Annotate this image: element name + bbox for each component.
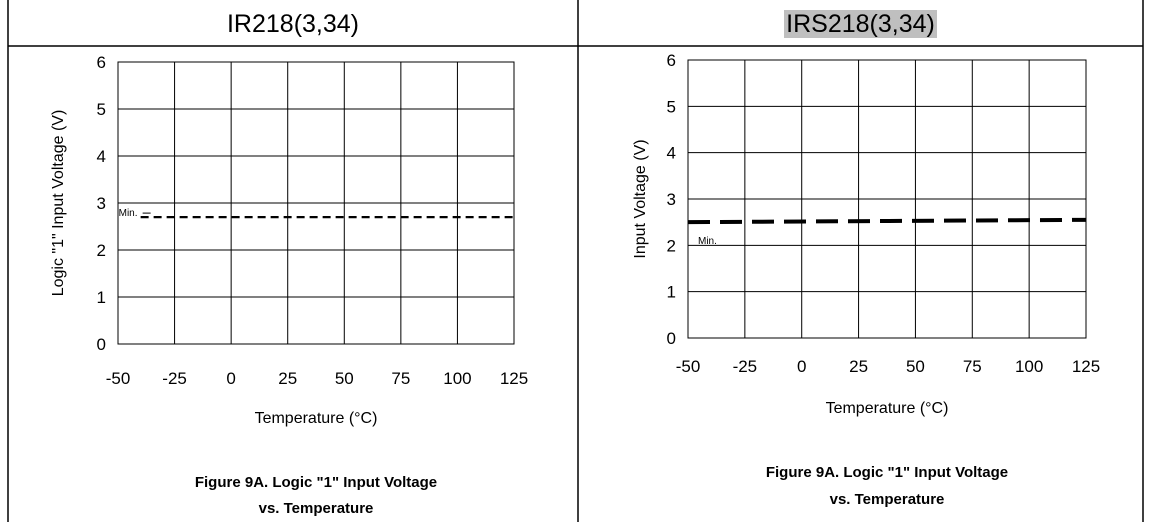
chart1-x-tick-label: 25 xyxy=(849,357,868,376)
chart0-x-tick-label: -25 xyxy=(162,369,187,388)
chart1-y-tick-label: 4 xyxy=(667,144,676,163)
chart0-y-tick-label: 0 xyxy=(97,335,106,354)
right-header-text: IRS218(3,34) xyxy=(784,10,937,38)
chart1-y-tick-label: 6 xyxy=(667,51,676,70)
chart1-x-axis-title: Temperature (°C) xyxy=(826,400,949,417)
chart0-y-tick-label: 4 xyxy=(97,147,106,166)
left-header-text: IR218(3,34) xyxy=(226,10,360,38)
chart0-caption-line1: Figure 9A. Logic "1" Input Voltage xyxy=(195,474,437,491)
chart0-plot-frame xyxy=(117,61,515,345)
chart0-series-min-label: Min. xyxy=(119,208,138,219)
chart0-y-tick-label: 3 xyxy=(97,194,106,213)
chart0-x-tick-label: 25 xyxy=(278,369,297,388)
chart0-y-axis-title: Logic "1" Input Voltage (V) xyxy=(50,110,67,297)
chart1-y-tick-label: 2 xyxy=(667,236,676,255)
chart1-x-tick-label: -25 xyxy=(733,357,758,376)
left-header: IR218(3,34) xyxy=(8,4,578,44)
chart0-x-axis-title: Temperature (°C) xyxy=(255,410,378,427)
chart0-y-tick-label: 5 xyxy=(97,100,106,119)
chart1-plot-frame xyxy=(687,59,1087,339)
chart1-x-tick-label: -50 xyxy=(676,357,701,376)
chart0-caption-line2: vs. Temperature xyxy=(259,500,374,517)
chart0-x-tick-label: 50 xyxy=(335,369,354,388)
chart0-y-tick-label: 2 xyxy=(97,241,106,260)
chart0-x-tick-label: 0 xyxy=(226,369,235,388)
chart1-y-axis-title: Input Voltage (V) xyxy=(632,139,649,258)
chart1-x-tick-label: 100 xyxy=(1015,357,1043,376)
chart0-x-tick-label: 125 xyxy=(500,369,528,388)
chart1-y-tick-label: 3 xyxy=(667,190,676,209)
chart1-x-tick-label: 125 xyxy=(1072,357,1100,376)
chart1-x-tick-label: 75 xyxy=(963,357,982,376)
chart1-y-tick-label: 5 xyxy=(667,97,676,116)
right-header: IRS218(3,34) xyxy=(578,4,1143,44)
chart1-y-tick-label: 0 xyxy=(667,329,676,348)
chart1-series-min-label: Min. xyxy=(698,236,717,247)
chart0-y-tick-label: 1 xyxy=(97,288,106,307)
chart0-x-tick-label: 75 xyxy=(391,369,410,388)
chart0-x-tick-label: -50 xyxy=(106,369,131,388)
chart1-caption-line1: Figure 9A. Logic "1" Input Voltage xyxy=(766,464,1008,481)
chart0-x-tick-label: 100 xyxy=(443,369,471,388)
chart1-x-tick-label: 0 xyxy=(797,357,806,376)
chart1-x-tick-label: 50 xyxy=(906,357,925,376)
chart1-y-tick-label: 1 xyxy=(667,283,676,302)
chart1-caption-line2: vs. Temperature xyxy=(830,491,945,508)
chart1-series-min-line xyxy=(687,217,1087,225)
chart0-y-tick-label: 6 xyxy=(97,53,106,72)
